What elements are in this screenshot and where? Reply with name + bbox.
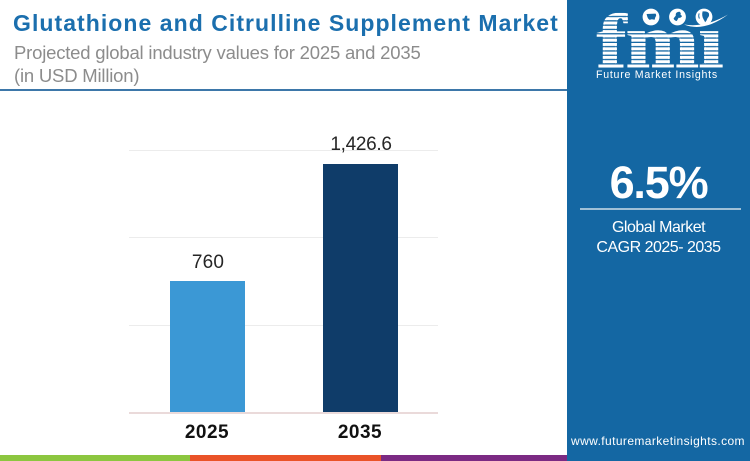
svg-text:Future Market Insights: Future Market Insights <box>596 69 718 81</box>
